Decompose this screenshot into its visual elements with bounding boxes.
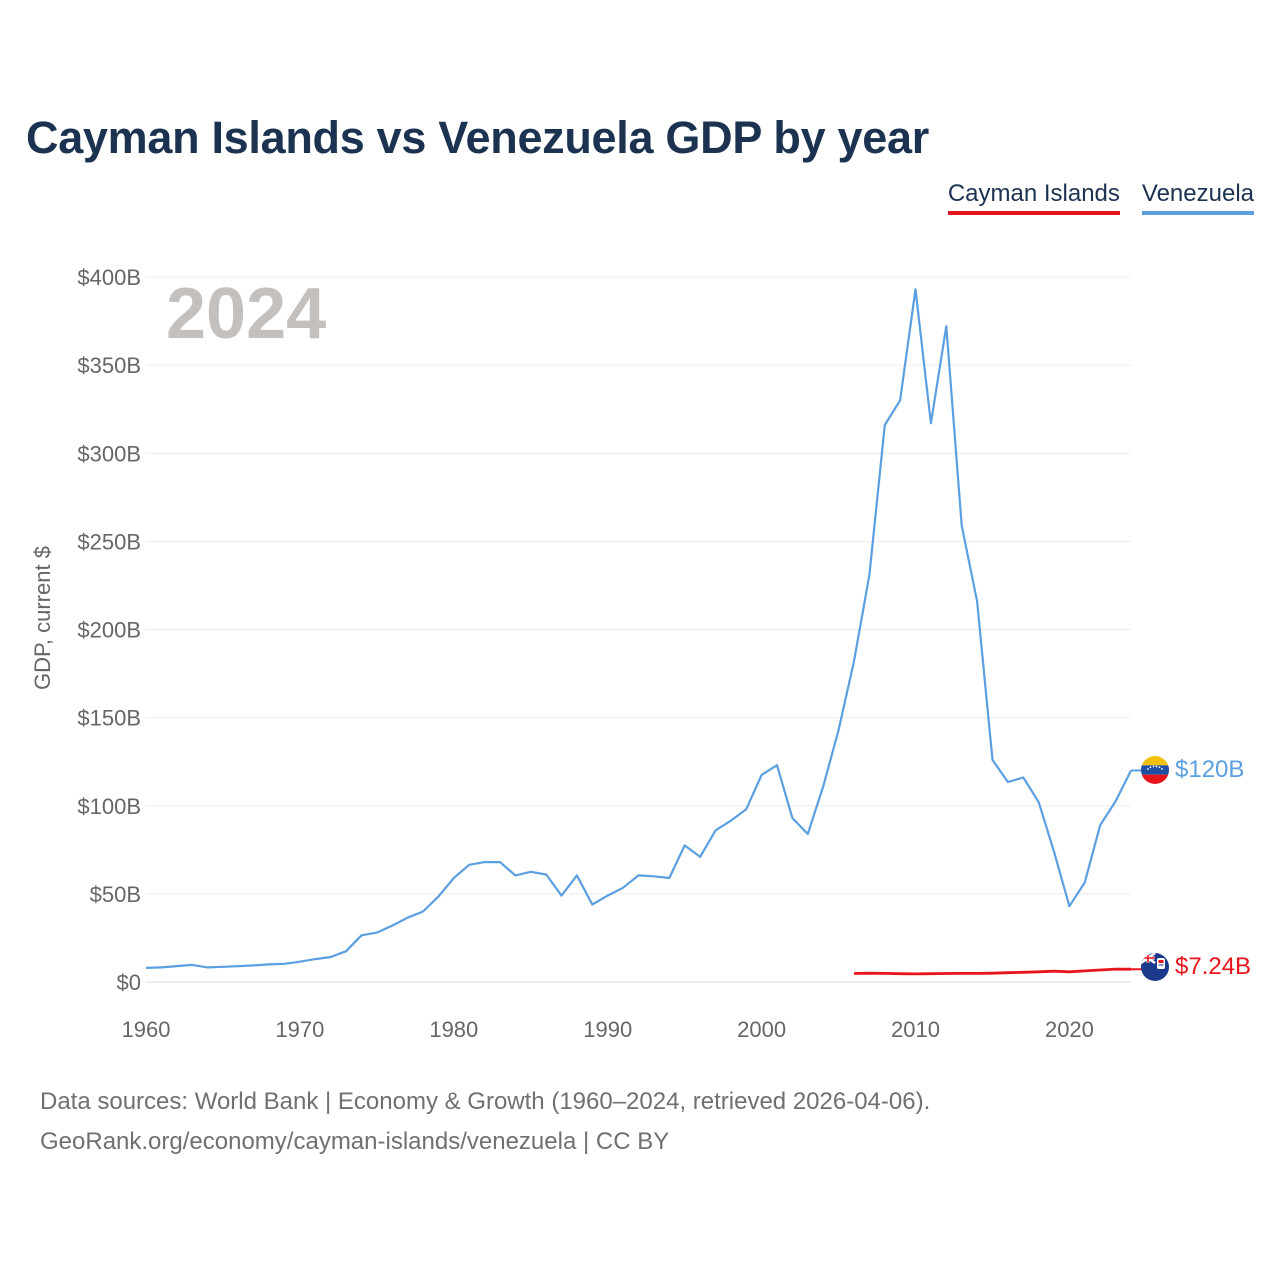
y-tick-label: $200B [77, 618, 141, 643]
venezuela-end-value-label: $120B [1175, 756, 1244, 783]
x-tick-label: 2020 [1045, 1017, 1094, 1042]
x-tick-label: 1990 [583, 1017, 632, 1042]
venezuela-series-line [145, 288, 1132, 969]
y-tick-label: $250B [77, 529, 141, 554]
gdp-line-chart: $0 $50B $100B $150B $200B $250B $300B $350B $400… [30, 265, 1251, 1042]
data-sources-text: Data sources: World Bank | Economy & Gro… [40, 1088, 931, 1115]
series-lines [145, 288, 1142, 976]
y-tick-label: $350B [77, 353, 141, 378]
chart-title: Cayman Islands vs Venezuela GDP by year [26, 112, 929, 163]
x-axis-ticks: 1960 1970 1980 1990 2000 2010 2020 [122, 1017, 1094, 1042]
current-year-label: 2024 [166, 274, 326, 354]
cayman-islands-flag-icon [1141, 953, 1169, 981]
y-axis-label: GDP, current $ [30, 546, 55, 690]
y-tick-label: $300B [77, 441, 141, 466]
gridlines [146, 276, 1131, 983]
cayman-islands-series-line [853, 967, 1132, 976]
footer: Data sources: World Bank | Economy & Gro… [40, 1082, 930, 1162]
y-tick-label: $400B [77, 265, 141, 290]
legend-item-cayman-islands[interactable]: Cayman Islands [947, 180, 1120, 215]
x-tick-label: 1960 [122, 1017, 171, 1042]
y-tick-label: $0 [117, 970, 141, 995]
legend: Cayman Islands Venezuela [947, 180, 1254, 215]
x-tick-label: 2010 [891, 1017, 940, 1042]
x-tick-label: 1970 [275, 1017, 324, 1042]
cayman-islands-end-value-label: $7.24B [1175, 953, 1251, 980]
y-tick-label: $50B [90, 882, 141, 907]
y-tick-label: $100B [77, 794, 141, 819]
y-tick-label: $150B [77, 706, 141, 731]
legend-item-venezuela[interactable]: Venezuela [1141, 180, 1254, 215]
venezuela-flag-icon [1141, 756, 1169, 784]
y-axis-ticks: $0 $50B $100B $150B $200B $250B $300B $350B $400… [77, 265, 141, 995]
x-tick-label: 1980 [429, 1017, 478, 1042]
source-url-text[interactable]: GeoRank.org/economy/cayman-islands/venez… [40, 1128, 670, 1155]
x-tick-label: 2000 [737, 1017, 786, 1042]
